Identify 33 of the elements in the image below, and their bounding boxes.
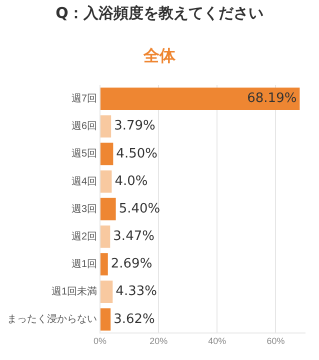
- y-tick-label: 週1回: [71, 259, 97, 270]
- bar: [100, 280, 113, 304]
- bar: [100, 253, 108, 276]
- y-tick-label: まったく浸からない: [7, 313, 97, 326]
- chart-subtitle: 全体: [142, 46, 176, 67]
- data-label: 4.0%: [114, 174, 148, 189]
- bar: [100, 226, 110, 248]
- bar: [100, 88, 300, 110]
- data-label: 68.19%: [247, 91, 297, 106]
- data-label: 3.79%: [114, 118, 156, 134]
- chart-title: Q：入浴頻度を教えてください: [54, 4, 264, 24]
- y-tick-label: 週3回: [71, 204, 97, 215]
- y-tick-label: 週2回: [71, 231, 97, 242]
- bar: [100, 115, 112, 138]
- x-tick-label: 20%: [150, 336, 168, 346]
- bar: [100, 198, 116, 220]
- x-tick-label: 40%: [208, 336, 226, 346]
- data-label: 3.47%: [113, 229, 154, 244]
- y-tick-label: 週1回未満: [51, 286, 97, 298]
- bar: [100, 142, 114, 166]
- y-tick-label: 週6回: [71, 121, 97, 132]
- x-tick-label: 60%: [266, 336, 285, 346]
- bar: [100, 170, 112, 193]
- data-label: 2.69%: [110, 256, 152, 272]
- x-tick-label: 0%: [93, 336, 107, 346]
- data-label: 5.40%: [118, 201, 160, 216]
- data-label: 4.33%: [116, 284, 157, 300]
- y-tick-label: 週4回: [71, 176, 97, 188]
- y-tick-label: 週5回: [71, 148, 97, 160]
- bar: [100, 308, 111, 331]
- y-tick-label: 週7回: [71, 94, 97, 105]
- data-label: 4.50%: [116, 146, 158, 162]
- data-label: 3.62%: [114, 312, 155, 327]
